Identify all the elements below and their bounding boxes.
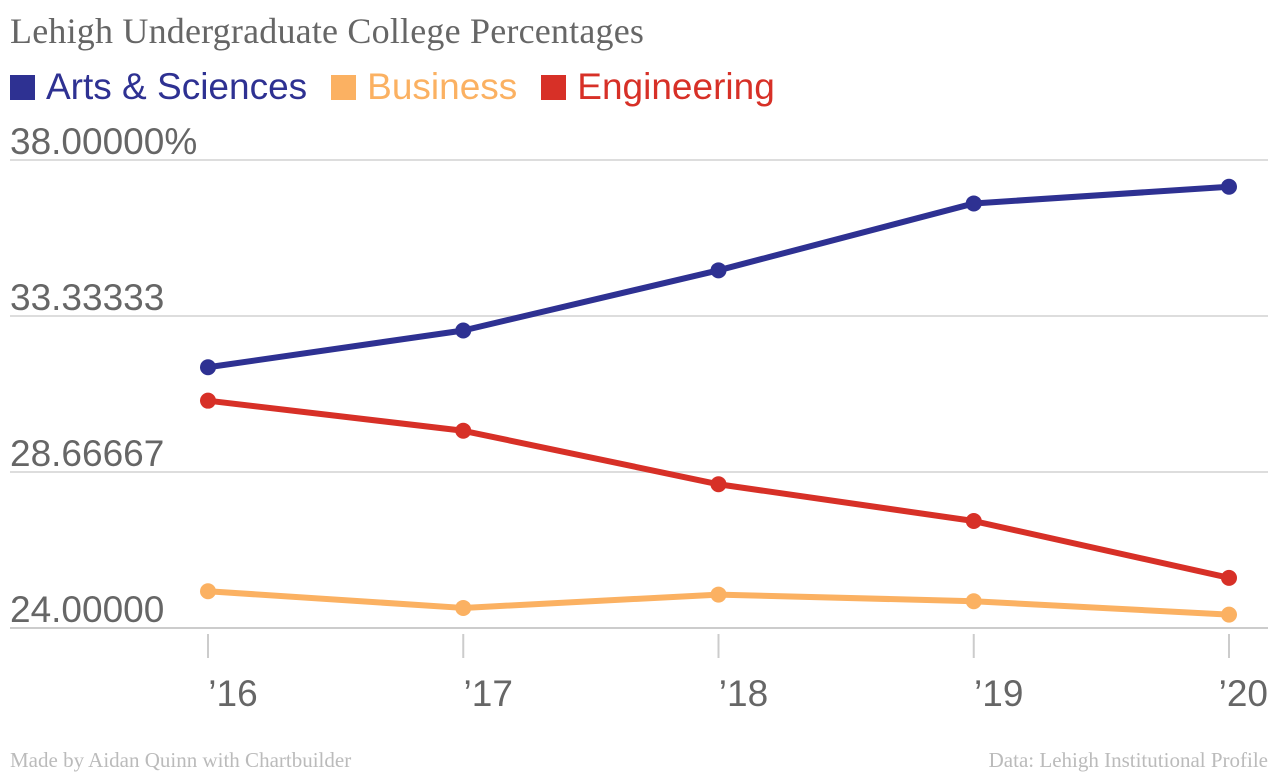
data-point-engineering <box>1221 569 1237 586</box>
data-point-engineering <box>455 422 472 439</box>
footer-source: Data: Lehigh Institutional Profile <box>988 748 1268 772</box>
gridlines <box>10 159 1268 629</box>
footer-credit: Made by Aidan Quinn with Chartbuilder <box>10 748 352 772</box>
x-tick-label: ’18 <box>719 673 768 714</box>
y-tick-label: 28.66667 <box>10 433 164 474</box>
series-arts-sciences <box>200 178 1237 376</box>
legend-label-business: Business <box>367 66 518 107</box>
legend-label-engineering: Engineering <box>577 66 775 107</box>
data-point-arts-sciences <box>200 359 216 376</box>
data-point-business <box>455 599 472 616</box>
x-axis-ticks: ’16 ’17 ’18 ’19 ’20 <box>207 634 1268 714</box>
data-point-business <box>710 586 727 603</box>
legend: Arts & Sciences Business Engineering <box>10 66 799 108</box>
legend-label-arts-sciences: Arts & Sciences <box>46 66 308 107</box>
legend-swatch-arts-sciences <box>10 74 35 100</box>
series-business <box>200 583 1237 623</box>
data-point-arts-sciences <box>1221 178 1237 195</box>
data-point-engineering <box>965 513 982 530</box>
y-tick-label: 33.33333 <box>10 277 164 318</box>
chart-title: Lehigh Undergraduate College Percentages <box>10 11 645 51</box>
x-tick-label: ’16 <box>208 673 257 714</box>
data-point-arts-sciences <box>710 262 727 279</box>
legend-swatch-business <box>331 74 357 100</box>
x-tick-label: ’20 <box>1219 673 1268 714</box>
data-point-business <box>200 583 216 600</box>
x-tick-label: ’17 <box>464 673 513 714</box>
y-tick-label: 38.00000% <box>10 121 197 162</box>
legend-item-business: Business <box>331 66 517 108</box>
legend-swatch-engineering <box>541 74 567 100</box>
legend-item-engineering: Engineering <box>541 66 775 108</box>
y-tick-label: 24.00000 <box>10 589 164 630</box>
legend-item-arts-sciences: Arts & Sciences <box>10 66 307 108</box>
x-tick-label: ’19 <box>974 673 1023 714</box>
data-point-business <box>965 593 982 610</box>
data-point-business <box>1221 606 1237 623</box>
data-point-arts-sciences <box>965 195 982 212</box>
series-lines <box>200 178 1237 623</box>
y-axis-ticks: 38.00000% 33.33333 28.66667 24.00000 <box>10 121 197 630</box>
data-point-arts-sciences <box>455 322 472 339</box>
series-engineering <box>200 392 1237 586</box>
data-point-engineering <box>200 392 216 409</box>
data-point-engineering <box>710 476 727 493</box>
